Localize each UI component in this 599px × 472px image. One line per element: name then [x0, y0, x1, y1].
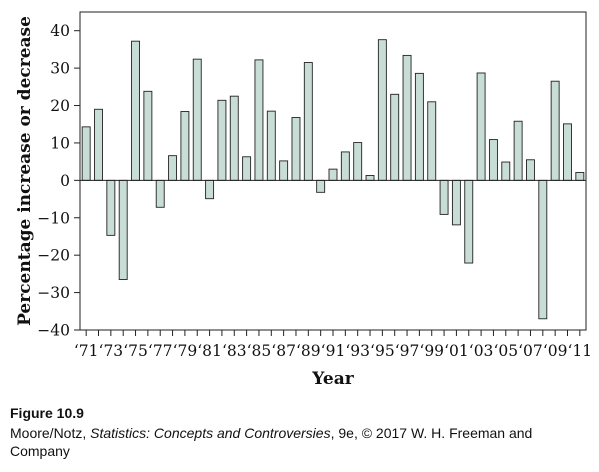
- credit-prefix: Moore/Notz,: [10, 425, 91, 441]
- bar-2010: [563, 123, 572, 181]
- bar-1993: [353, 142, 363, 181]
- bar-1981: [205, 179, 215, 200]
- bar-2003: [476, 72, 486, 181]
- bar-1988: [291, 117, 301, 181]
- bar-2006: [513, 120, 523, 181]
- x-tick-label: ‘99: [419, 342, 444, 360]
- x-tick-label: ‘91: [321, 342, 346, 360]
- bar-1991: [328, 168, 338, 181]
- x-tick-label: ‘85: [247, 342, 272, 360]
- x-tick-label: ‘97: [395, 342, 420, 360]
- x-tick-label: ‘93: [345, 342, 370, 360]
- bar-1990: [316, 179, 326, 193]
- bar-1980: [192, 58, 202, 181]
- x-tick-label: ‘71: [74, 342, 99, 360]
- bar-1985: [254, 59, 264, 181]
- x-tick-label: ‘83: [222, 342, 247, 360]
- y-axis-title: Percentage increase or decrease: [15, 16, 35, 326]
- y-tick-label: 20: [50, 97, 70, 115]
- plot-frame: [79, 11, 587, 331]
- x-tick-label: ‘11: [568, 342, 593, 360]
- figure-label: Figure 10.9: [10, 405, 84, 421]
- bar-1974: [118, 179, 128, 280]
- bar-1973: [106, 179, 116, 236]
- credit-title: Statistics: Concepts and Controversies: [90, 425, 331, 441]
- x-tick-label: ‘81: [197, 342, 222, 360]
- x-tick-label: ‘89: [296, 342, 321, 360]
- bar-chart: −40 −30 −20 −10 0 10 20 30 40 ‘71 ‘73 ‘75 ‘77 ‘79 ‘81…: [15, 11, 592, 389]
- x-tick-label: ‘73: [99, 342, 124, 360]
- bar-1984: [242, 156, 252, 181]
- y-tick-label: 40: [50, 22, 70, 40]
- bar-2000: [439, 179, 449, 215]
- bar-1978: [168, 155, 178, 181]
- bar-1979: [180, 111, 190, 181]
- x-tick-label: ‘05: [493, 342, 518, 360]
- figure-caption: Figure 10.9 Moore/Notz, Statistics: Conc…: [10, 405, 595, 460]
- bar-1999: [427, 101, 437, 181]
- bar-1997: [402, 54, 412, 181]
- bar-1992: [340, 151, 350, 181]
- x-tick-label: ‘01: [444, 342, 469, 360]
- bar-1986: [266, 110, 276, 181]
- bar-1972: [94, 108, 103, 181]
- x-tick-label: ‘79: [173, 342, 198, 360]
- x-tick-label: ‘75: [123, 342, 148, 360]
- bar-2002: [464, 179, 474, 264]
- x-tick-label: ‘03: [469, 342, 494, 360]
- y-tick-label: −40: [37, 322, 70, 340]
- x-tick-label: ‘87: [271, 342, 296, 360]
- bar-1977: [155, 179, 165, 208]
- bar-2008: [538, 179, 548, 320]
- x-tick-label: ‘07: [518, 342, 543, 360]
- bar-1994: [365, 175, 375, 181]
- bar-1996: [390, 93, 400, 181]
- x-axis-ticks: ‘71 ‘73 ‘75 ‘77 ‘79 ‘81 ‘83 ‘85 ‘87 ‘89 ‘91 ‘93 ‘95 ‘…: [74, 330, 592, 360]
- bar-1975: [131, 40, 140, 181]
- y-tick-label: 10: [50, 134, 70, 152]
- bar-2001: [451, 179, 461, 226]
- x-tick-label: ‘77: [148, 342, 173, 360]
- y-tick-label: −10: [37, 209, 70, 227]
- x-tick-label: ‘09: [543, 342, 568, 360]
- bar-1983: [229, 95, 239, 181]
- x-axis-title: Year: [311, 369, 354, 389]
- bar-2005: [501, 161, 511, 181]
- bar-2007: [526, 159, 535, 181]
- bar-2011: [575, 172, 585, 181]
- y-tick-label: 0: [60, 172, 70, 190]
- y-tick-label: −20: [37, 247, 70, 265]
- bar-1998: [414, 72, 424, 181]
- bar-2009: [550, 80, 560, 181]
- y-axis-ticks: −40 −30 −20 −10 0 10 20 30 40: [37, 22, 80, 340]
- bar-2004: [488, 139, 498, 181]
- bar-1971: [81, 126, 91, 181]
- bar-1982: [217, 99, 227, 181]
- x-tick-label: ‘95: [370, 342, 395, 360]
- bars: [81, 39, 585, 320]
- bar-1976: [143, 90, 153, 181]
- credit-suffix: , 9e, © 2017 W. H. Freeman and Company: [10, 425, 533, 459]
- figure-credit: Moore/Notz, Statistics: Concepts and Con…: [10, 424, 595, 460]
- bar-1987: [279, 160, 289, 181]
- bar-1995: [377, 39, 387, 181]
- y-tick-label: 30: [50, 60, 70, 78]
- y-tick-label: −30: [37, 284, 70, 302]
- bar-1989: [303, 62, 313, 181]
